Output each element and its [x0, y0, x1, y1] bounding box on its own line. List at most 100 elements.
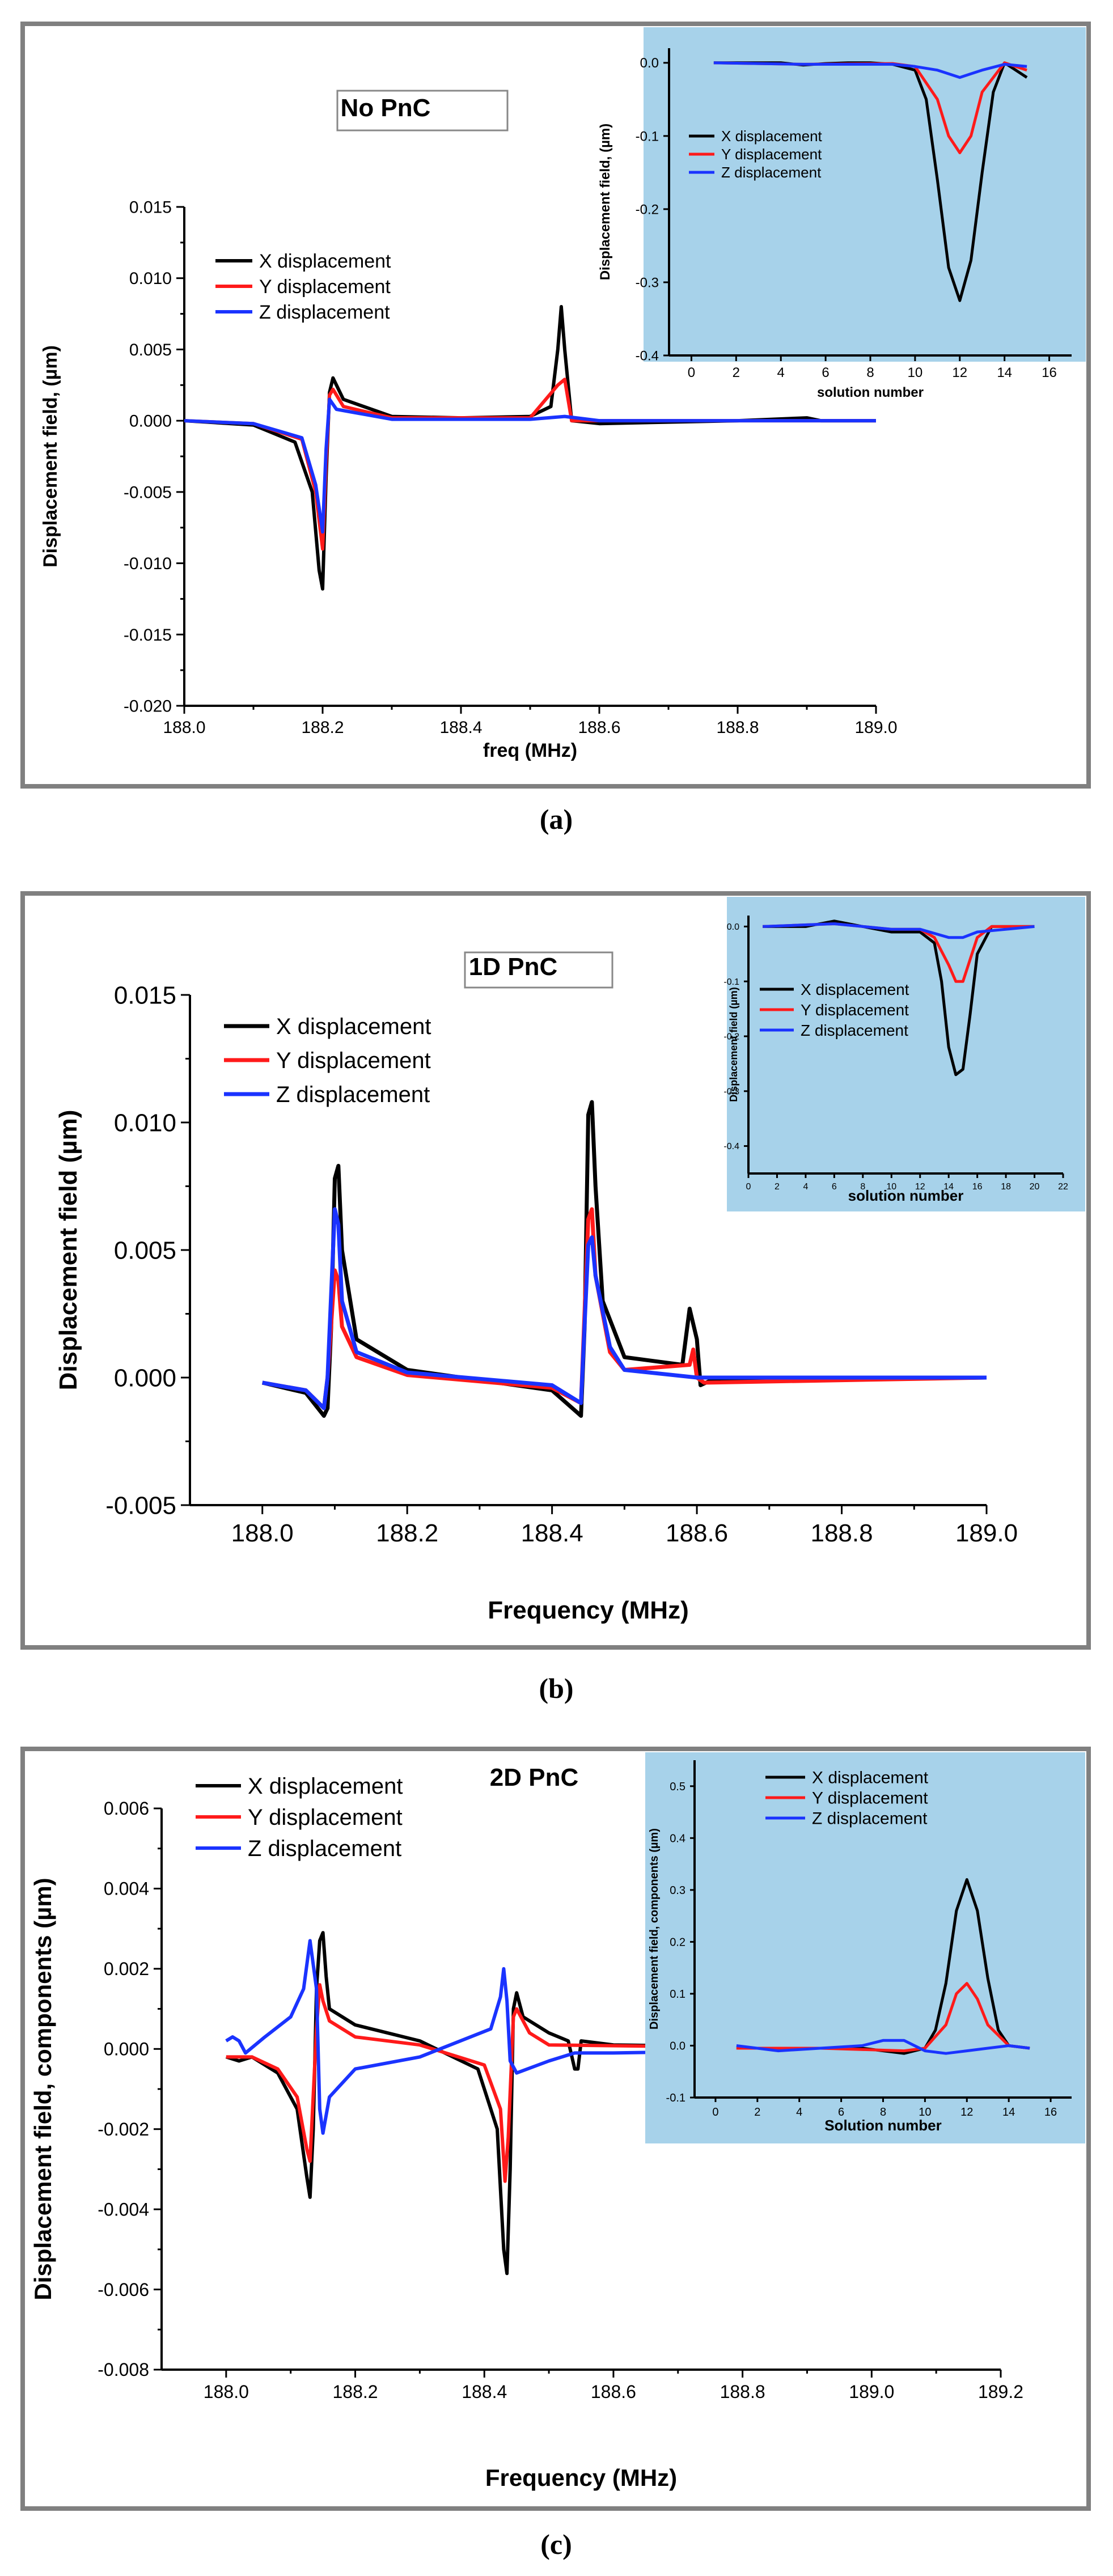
c-inset-legend-label: Y displacement [812, 1789, 928, 1808]
c-inset-y-tick-label: 0.1 [670, 1988, 685, 2001]
b-inset-x-tick-label: 18 [1001, 1182, 1011, 1192]
c-inset-x-tick-label: 6 [838, 2106, 844, 2119]
c-main-x-tick-label: 189.0 [849, 2382, 894, 2402]
c-main-series-z-line [225, 1939, 872, 2135]
a-inset-x-tick-label: 16 [1042, 365, 1057, 380]
c-inset-y-tick-label: -0.1 [666, 2092, 685, 2104]
c-main-series-y-line [226, 1983, 872, 2183]
b-main-x-tick-label: 188.2 [376, 1519, 438, 1547]
c-inset-legend-label: Z displacement [812, 1810, 928, 1828]
a-inset-legend-label: Z displacement [721, 164, 822, 181]
b-inset-legend-label: X displacement [801, 981, 909, 998]
b-inset-x-tick-label: 6 [832, 1182, 837, 1192]
b-inset-x-axis-label: solution number [848, 1187, 964, 1204]
a-inset-y-tick-label: -0.3 [636, 275, 659, 290]
c-inset-x-tick-label: 10 [919, 2106, 931, 2119]
c-inset-y-tick-label: 0.0 [670, 2040, 685, 2052]
b-inset-x-tick-label: 16 [972, 1182, 983, 1192]
chart-b-main: 188.0 188.2 188.4 188.6 188.8 189.0 -0.005 0.00… [54, 951, 1018, 1624]
c-inset-y-tick-label: 0.4 [670, 1832, 685, 1845]
chart-c-inset-background [645, 1752, 1085, 2143]
a-inset-x-tick-label: 14 [997, 365, 1012, 380]
c-main-x-tick-label: 188.2 [332, 2382, 378, 2402]
c-main-x-axis-label: Frequency (MHz) [485, 2464, 677, 2491]
b-inset-x-tick-label: 12 [915, 1182, 925, 1192]
b-main-x-tick-label: 188.4 [521, 1519, 583, 1547]
b-inset-y-tick-label: -0.3 [723, 1087, 739, 1096]
c-main-x-tick-label: 188.8 [720, 2382, 765, 2402]
chart-a-inset-background [644, 27, 1086, 362]
a-inset-y-tick-label: 0.0 [640, 56, 659, 71]
c-main-x-tick-label: 188.6 [591, 2382, 636, 2402]
b-inset-x-tick-label: 14 [943, 1182, 954, 1192]
c-inset-x-tick-label: 14 [1002, 2106, 1015, 2119]
chart-c-main: 188.0 188.2 188.4 188.6 188.8 189.0 189.2 -0.00… [29, 1764, 1023, 2491]
c-main-y-tick-label: -0.006 [98, 2280, 149, 2300]
a-inset-legend-label: Y displacement [721, 146, 822, 163]
a-main-x-axis-label: freq (MHz) [483, 740, 577, 761]
chart-a-inset: 0 2 4 6 8 10 12 14 16 0.0 -0.1 -0.2 -0.3 -0.4 X displa… [598, 48, 1072, 400]
a-main-x-tick-label: 188.0 [163, 718, 205, 737]
b-main-x-axis-label: Frequency (MHz) [488, 1596, 688, 1624]
caption-b: (b) [539, 1672, 573, 1704]
b-inset-legend-label: Y displacement [801, 1001, 909, 1019]
c-inset-x-tick-label: 2 [754, 2106, 760, 2119]
c-inset-y-tick-label: 0.2 [670, 1936, 685, 1948]
c-inset-y-tick-label: 0.3 [670, 1884, 685, 1897]
b-inset-x-tick-label: 22 [1058, 1182, 1068, 1192]
a-main-y-tick-label: 0.005 [129, 341, 172, 359]
c-main-y-tick-label: 0.000 [104, 2039, 149, 2059]
a-main-y-tick-label: -0.015 [124, 626, 172, 645]
c-main-y-axis-label: Displacement field, components (µm) [29, 1878, 56, 2300]
a-main-legend-label: X displacement [259, 251, 391, 272]
c-inset-x-tick-label: 0 [712, 2106, 718, 2119]
c-main-x-tick-label: 188.4 [462, 2382, 507, 2402]
a-inset-y-tick-label: -0.1 [636, 129, 659, 144]
c-main-y-tick-label: -0.008 [98, 2359, 149, 2380]
b-inset-series-z-line [763, 922, 1035, 939]
b-inset-x-tick-label: 8 [860, 1182, 865, 1192]
c-inset-y-axis-label: Displacement field, components (µm) [648, 1828, 661, 2030]
b-main-x-tick-label: 188.8 [810, 1519, 873, 1547]
b-inset-x-tick-label: 4 [803, 1182, 808, 1192]
a-inset-series-z-line [713, 61, 1027, 79]
c-main-legend-label: Z displacement [248, 1836, 401, 1861]
c-inset-x-tick-label: 16 [1044, 2106, 1057, 2119]
a-main-y-tick-label: 0.015 [129, 198, 172, 217]
a-inset-y-tick-label: -0.4 [636, 348, 659, 363]
a-inset-y-axis-label: Displacement field, (µm) [598, 124, 613, 281]
a-main-y-tick-label: -0.010 [124, 554, 172, 573]
chart-a-main: 188.0 188.2 188.4 188.6 188.8 189.0 -0.020 -0.0… [40, 90, 898, 761]
a-main-x-tick-label: 189.0 [854, 718, 897, 737]
b-main-legend-label: Y displacement [276, 1048, 431, 1073]
c-main-legend-label: X displacement [248, 1774, 403, 1799]
a-main-y-tick-label: -0.005 [124, 483, 172, 502]
b-main-x-tick-label: 188.0 [231, 1519, 294, 1547]
b-main-y-tick-label: 0.010 [114, 1109, 176, 1137]
c-main-y-tick-label: 0.006 [104, 1798, 149, 1819]
a-main-x-tick-label: 188.4 [439, 718, 482, 737]
b-inset-y-tick-label: -0.2 [723, 1032, 739, 1042]
c-main-y-tick-label: 0.004 [104, 1879, 149, 1899]
b-inset-x-tick-label: 0 [746, 1182, 751, 1192]
b-main-y-tick-label: 0.015 [114, 981, 176, 1009]
caption-a: (a) [540, 803, 573, 835]
b-inset-x-tick-label: 20 [1030, 1182, 1040, 1192]
c-main-title: 2D PnC [490, 1764, 578, 1791]
a-main-x-tick-label: 188.8 [716, 718, 759, 737]
chart-c-inset: 0 2 4 6 8 10 12 14 16 -0.1 0.0 0.1 0.2 0.3 0.4 0.5 X dis… [648, 1760, 1072, 2134]
chart-b-inset-background [727, 897, 1085, 1211]
a-main-series-z-line [184, 397, 876, 534]
b-main-series-z-line [262, 1207, 987, 1410]
a-main-x-tick-label: 188.2 [301, 718, 344, 737]
b-main-legend-label: Z displacement [276, 1082, 430, 1107]
b-inset-y-tick-label: -0.1 [723, 977, 739, 987]
c-inset-series-z-line [736, 2039, 1030, 2055]
a-main-y-tick-label: -0.020 [124, 697, 172, 716]
a-inset-y-tick-label: -0.2 [636, 202, 659, 217]
b-main-y-tick-label: 0.000 [114, 1364, 176, 1392]
a-main-legend-label: Z displacement [259, 302, 390, 323]
b-inset-y-tick-label: 0.0 [727, 922, 739, 932]
c-main-y-tick-label: 0.002 [104, 1959, 149, 1979]
